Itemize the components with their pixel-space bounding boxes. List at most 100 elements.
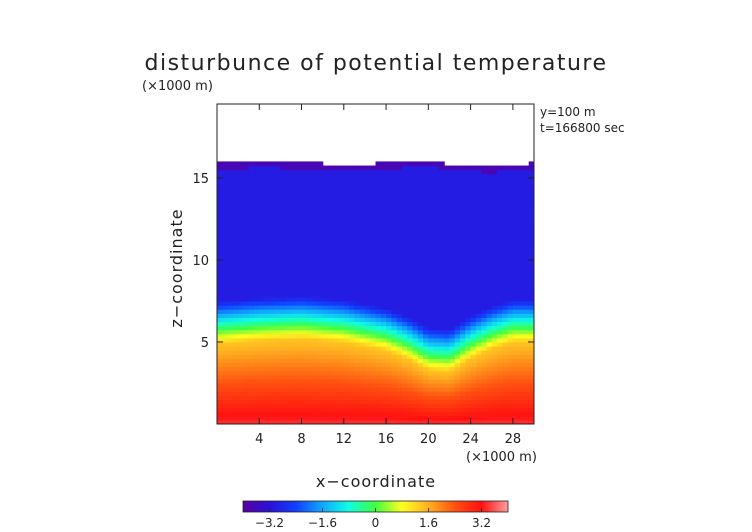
- heatmap-cell: [222, 161, 229, 167]
- heatmap-cell: [306, 419, 313, 424]
- heatmap-cell: [253, 358, 260, 364]
- heatmap-cell: [401, 305, 408, 310]
- heatmap-cell: [354, 419, 361, 424]
- heatmap-cell: [528, 329, 534, 335]
- heatmap-cell: [475, 399, 482, 405]
- heatmap-cell: [301, 165, 308, 171]
- heatmap-cell: [465, 276, 472, 282]
- heatmap-cell: [412, 358, 419, 364]
- heatmap-cell: [349, 395, 355, 400]
- heatmap-cell: [417, 255, 424, 261]
- heatmap-cell: [343, 391, 350, 396]
- heatmap-cell: [327, 341, 334, 347]
- heatmap-cell: [349, 346, 355, 351]
- heatmap-cell: [275, 395, 281, 400]
- heatmap-cell: [296, 309, 303, 314]
- heatmap-cell: [412, 395, 419, 400]
- heatmap-cell: [333, 329, 340, 335]
- heatmap-cell: [227, 214, 234, 220]
- heatmap-cell: [222, 218, 229, 224]
- heatmap-cell: [507, 264, 514, 269]
- heatmap-cell: [491, 169, 498, 175]
- heatmap-cell: [301, 264, 308, 269]
- heatmap-cell: [465, 284, 472, 290]
- heatmap-cell: [423, 374, 429, 380]
- heatmap-cell: [454, 181, 461, 187]
- heatmap-cell: [481, 387, 488, 392]
- heatmap-cell: [306, 354, 313, 359]
- heatmap-cell: [343, 309, 350, 314]
- heatmap-cell: [301, 333, 308, 339]
- heatmap-cell: [481, 231, 488, 236]
- heatmap-cell: [269, 346, 276, 351]
- heatmap-cell: [312, 268, 318, 273]
- heatmap-cell: [269, 222, 276, 228]
- heatmap-cell: [238, 227, 245, 232]
- heatmap-cell: [243, 235, 250, 240]
- heatmap-cell: [481, 313, 488, 318]
- heatmap-cell: [375, 198, 382, 204]
- heatmap-cell: [438, 415, 445, 421]
- heatmap-cell: [497, 333, 503, 339]
- heatmap-cell: [444, 276, 451, 282]
- heatmap-cell: [401, 190, 408, 195]
- heatmap-cell: [444, 382, 451, 388]
- heatmap-cell: [375, 272, 382, 277]
- heatmap-cell: [375, 173, 382, 179]
- heatmap-cell: [512, 415, 519, 421]
- heatmap-cell: [343, 341, 350, 347]
- heatmap-cell: [428, 366, 435, 372]
- heatmap-cell: [428, 247, 435, 253]
- heatmap-cell: [396, 251, 403, 257]
- heatmap-cell: [454, 366, 461, 372]
- heatmap-cell: [491, 350, 498, 355]
- heatmap-cell: [391, 321, 398, 327]
- heatmap-cell: [232, 419, 239, 424]
- heatmap-cell: [343, 210, 350, 216]
- heatmap-cell: [391, 313, 398, 318]
- heatmap-cell: [354, 231, 361, 236]
- heatmap-cell: [264, 325, 271, 331]
- heatmap-cell: [317, 243, 324, 249]
- heatmap-cell: [428, 337, 435, 343]
- heatmap-cell: [423, 317, 429, 323]
- heatmap-cell: [512, 296, 519, 302]
- heatmap-cell: [343, 255, 350, 261]
- heatmap-cell: [269, 382, 276, 388]
- heatmap-cell: [222, 313, 229, 318]
- heatmap-cell: [349, 198, 355, 204]
- heatmap-cell: [460, 403, 466, 409]
- heatmap-cell: [512, 165, 519, 171]
- heatmap-cell: [217, 210, 223, 216]
- heatmap-cell: [449, 259, 456, 265]
- heatmap-cell: [349, 317, 355, 323]
- heatmap-cell: [359, 403, 366, 409]
- heatmap-cell: [333, 321, 340, 327]
- heatmap-cell: [391, 169, 398, 175]
- heatmap-cell: [349, 227, 355, 232]
- heatmap-cell: [507, 309, 514, 314]
- heatmap-cell: [285, 411, 292, 417]
- heatmap-cell: [349, 325, 355, 331]
- heatmap-cell: [375, 251, 382, 257]
- heatmap-cell: [512, 399, 519, 405]
- heatmap-cell: [269, 251, 276, 257]
- heatmap-cell: [317, 391, 324, 396]
- heatmap-cell: [401, 358, 408, 364]
- heatmap-cell: [322, 251, 329, 257]
- heatmap-cell: [306, 382, 313, 388]
- heatmap-cell: [280, 317, 287, 323]
- heatmap-cell: [269, 399, 276, 405]
- heatmap-cell: [481, 210, 488, 216]
- heatmap-cell: [491, 292, 498, 298]
- heatmap-cell: [380, 165, 387, 171]
- heatmap-cell: [433, 317, 440, 323]
- heatmap-cell: [481, 259, 488, 265]
- heatmap-cell: [433, 276, 440, 282]
- heatmap-cell: [333, 259, 340, 265]
- heatmap-cell: [523, 227, 530, 232]
- heatmap-cell: [349, 243, 355, 249]
- heatmap-cell: [322, 177, 329, 183]
- heatmap-cell: [317, 346, 324, 351]
- heatmap-cell: [248, 272, 255, 277]
